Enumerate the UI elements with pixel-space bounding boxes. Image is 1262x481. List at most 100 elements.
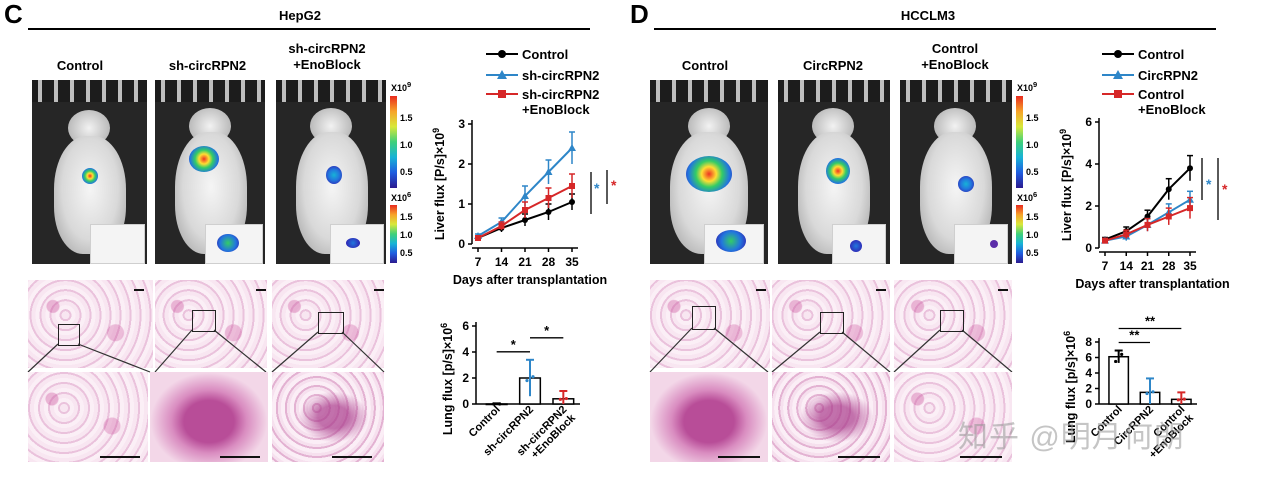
x-axis-label: Days after transplantation bbox=[1075, 277, 1229, 291]
data-point bbox=[498, 402, 502, 406]
panel-c-scale-bar-1 bbox=[134, 289, 144, 291]
panel-d-histology-low-2 bbox=[772, 280, 890, 368]
panel-c-mouse-image-1 bbox=[32, 80, 147, 264]
panel-c-colorbar-top bbox=[390, 96, 397, 188]
y-tick-label: 0 bbox=[458, 237, 465, 251]
panel-d-scale-bar-5 bbox=[838, 456, 880, 458]
data-point bbox=[1102, 237, 1108, 244]
data-point bbox=[1182, 397, 1186, 401]
y-axis-label: Liver flux [P/s]×109 bbox=[431, 128, 447, 240]
panel-c-group-3-label: sh-circRPN2 +EnoBlock bbox=[288, 41, 366, 72]
data-point bbox=[1165, 213, 1172, 220]
panel-c-group-1-label: Control bbox=[56, 58, 104, 73]
panel-c-liver-flux-chart: 0 1 2 3 7 14 21 28 35 Days after transplantation L… bbox=[431, 117, 607, 287]
panel-d-mouse-image-3 bbox=[900, 80, 1012, 264]
panel-c-scale-bar-3 bbox=[374, 289, 384, 291]
x-tick-label: 21 bbox=[518, 255, 532, 269]
data-point bbox=[1114, 359, 1118, 364]
data-point bbox=[1151, 390, 1155, 394]
panel-d-histology-high-2 bbox=[772, 372, 890, 462]
panel-c-scale-bar-5 bbox=[220, 456, 260, 458]
y-axis-label: Lung flux [p/s]×106 bbox=[439, 323, 455, 435]
panel-c-legend-markers bbox=[486, 50, 518, 98]
legend-control-marker bbox=[498, 50, 506, 58]
panel-d-zoom-lines bbox=[649, 327, 1013, 373]
data-point bbox=[544, 168, 553, 175]
panel-d-legend-label-1: Control bbox=[1138, 47, 1185, 62]
panel-c-colorbar-top-tick-3: 0.5 bbox=[400, 167, 413, 177]
panel-d-header-line bbox=[654, 28, 1216, 30]
panel-d-colorbar-bottom bbox=[1016, 205, 1023, 263]
x-tick-label: 14 bbox=[1120, 259, 1134, 273]
panel-c-zoom-box-3 bbox=[318, 312, 344, 334]
legend-group3-marker bbox=[498, 90, 506, 98]
panel-c-colorbar-top-unit: X109 bbox=[391, 80, 412, 93]
x-tick-label: 14 bbox=[495, 255, 509, 269]
data-point bbox=[1176, 398, 1180, 402]
panel-c-colorbar-top-tick-1: 1.5 bbox=[400, 113, 413, 123]
data-point bbox=[475, 235, 481, 241]
panel-c-zoom-box-1 bbox=[58, 324, 80, 346]
data-point bbox=[1120, 352, 1124, 356]
panel-d-group-2-label: CircRPN2 bbox=[803, 58, 863, 73]
data-point bbox=[498, 223, 505, 229]
panel-d-scale-bar-6 bbox=[960, 456, 1002, 458]
data-point bbox=[545, 195, 552, 201]
data-point bbox=[521, 192, 529, 199]
data-point bbox=[1165, 186, 1172, 193]
data-point bbox=[1187, 205, 1193, 212]
data-point bbox=[558, 397, 562, 401]
panel-d-scale-bar-3 bbox=[998, 289, 1008, 291]
significance-label: ** bbox=[1145, 314, 1156, 329]
panel-d-colorbar-top-unit: X109 bbox=[1017, 80, 1038, 93]
x-tick-label: 7 bbox=[1102, 259, 1109, 273]
data-point bbox=[1145, 391, 1149, 396]
panel-c-histology-low-3 bbox=[272, 280, 384, 368]
panel-d-histology-high-3 bbox=[894, 372, 1012, 462]
panel-d-histology-low-1 bbox=[650, 280, 770, 368]
bar-1 bbox=[1108, 355, 1130, 405]
panel-d-scale-bar-2 bbox=[876, 289, 886, 291]
panel-d-legend-markers bbox=[1102, 50, 1134, 98]
data-point bbox=[564, 396, 568, 401]
y-tick-label: 0 bbox=[1085, 397, 1092, 411]
panel-c-group-2-label: sh-circRPN2 bbox=[168, 58, 247, 73]
data-point bbox=[492, 402, 496, 406]
panel-c-histology-low-2 bbox=[155, 280, 267, 368]
panel-c-histology-high-2 bbox=[150, 372, 268, 462]
panel-d-colorbar-top-tick-3: 0.5 bbox=[1026, 167, 1039, 177]
y-axis-label-exponent: 6 bbox=[439, 323, 449, 328]
panel-c-mouse-image-2 bbox=[155, 80, 265, 264]
panel-c-zoom-box-2 bbox=[192, 310, 216, 332]
panel-d-legend-label-2: CircRPN2 bbox=[1138, 68, 1198, 83]
y-axis-label: Lung flux [p/s]×106 bbox=[1062, 331, 1078, 443]
legend-group2-marker bbox=[497, 70, 507, 79]
y-tick-label: 4 bbox=[462, 345, 469, 359]
y-tick-label: 8 bbox=[1085, 335, 1092, 349]
panel-c-sig-mark-1: * bbox=[594, 180, 600, 196]
panel-c-mouse-image-3 bbox=[276, 80, 386, 264]
panel-d-group-1-label: Control bbox=[681, 58, 729, 73]
panel-d-sig-mark-2: * bbox=[1222, 181, 1228, 197]
panel-d-zoom-box-1 bbox=[692, 306, 716, 330]
panel-d-sig-brackets bbox=[1201, 158, 1219, 220]
y-tick-label: 3 bbox=[458, 117, 465, 131]
panel-d-scale-bar-1 bbox=[756, 289, 766, 291]
panel-d-colorbar-top-tick-2: 1.0 bbox=[1026, 140, 1039, 150]
y-tick-label: 6 bbox=[462, 319, 469, 333]
data-point bbox=[569, 199, 575, 205]
y-tick-label: 2 bbox=[462, 371, 469, 385]
panel-c-cell-line: HepG2 bbox=[279, 8, 321, 23]
y-tick-label: 4 bbox=[1085, 366, 1092, 380]
panel-d-mouse-image-2 bbox=[778, 80, 890, 264]
panel-d-colorbar-bottom-tick-2: 1.0 bbox=[1026, 230, 1039, 240]
data-point bbox=[531, 375, 535, 379]
panel-d-colorbar-bottom-unit: X106 bbox=[1017, 190, 1038, 203]
panel-d-colorbar-top bbox=[1016, 96, 1023, 188]
y-tick-label: 0 bbox=[1085, 241, 1092, 255]
data-point bbox=[522, 207, 528, 213]
y-tick-label: 0 bbox=[462, 397, 469, 411]
x-tick-label: 35 bbox=[565, 255, 579, 269]
